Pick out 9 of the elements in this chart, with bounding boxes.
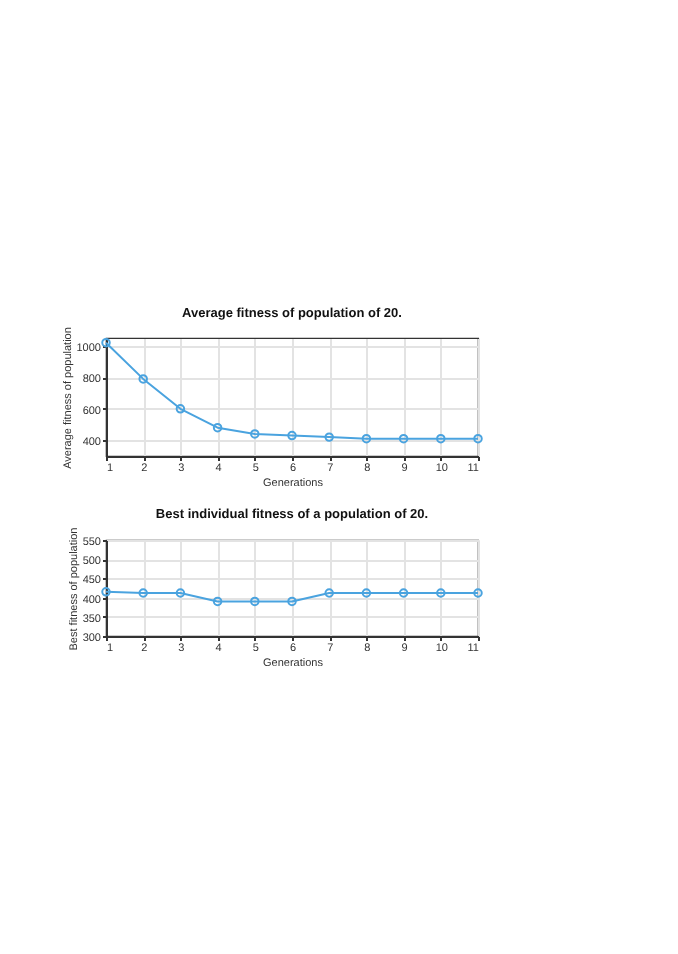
point — [436, 433, 446, 444]
point — [324, 432, 334, 442]
point — [250, 429, 260, 439]
point — [212, 422, 223, 433]
point — [175, 404, 186, 414]
point — [361, 433, 372, 444]
point — [287, 430, 297, 441]
point — [138, 374, 148, 384]
point — [398, 433, 409, 444]
